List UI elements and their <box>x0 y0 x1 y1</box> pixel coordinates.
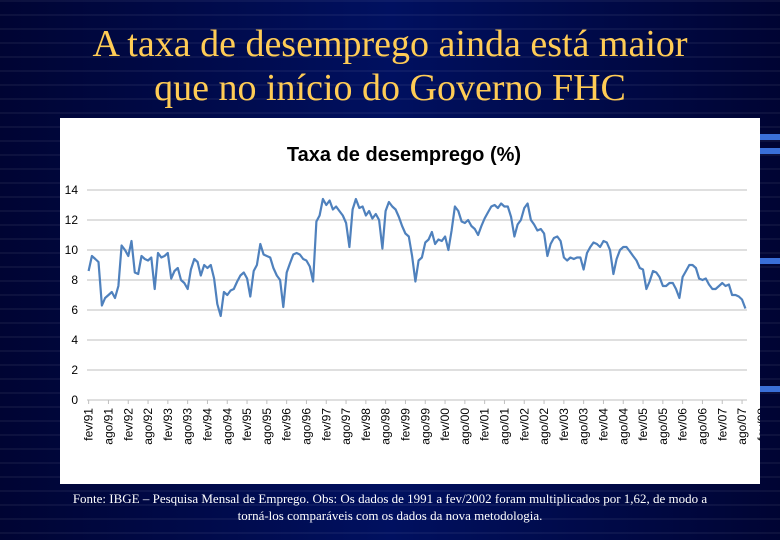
decor-stripe <box>750 386 780 392</box>
x-tick-label: ago/06 <box>695 408 709 445</box>
x-tick-label: fev/03 <box>557 408 571 441</box>
series-line <box>87 197 747 318</box>
x-tick-label: fev/01 <box>478 408 492 441</box>
x-tick-label: ago/93 <box>181 408 195 445</box>
source-footnote: Fonte: IBGE – Pesquisa Mensal de Emprego… <box>20 490 760 524</box>
x-tick-label: ago/99 <box>418 408 432 445</box>
x-tick-label: fev/99 <box>398 408 412 441</box>
x-tick-label: fev/02 <box>517 408 531 441</box>
x-tick-label: fev/95 <box>240 408 254 441</box>
x-tick-label: fev/94 <box>200 408 214 441</box>
x-tick-label: ago/94 <box>220 408 234 445</box>
chart-title: Taxa de desemprego (%) <box>287 144 521 166</box>
footnote-line1: Fonte: IBGE – Pesquisa Mensal de Emprego… <box>72 491 708 506</box>
x-tick-label: ago/03 <box>577 408 591 445</box>
y-tick-label: 4 <box>71 333 78 347</box>
x-tick-label: fev/04 <box>596 408 610 441</box>
x-tick-label: ago/95 <box>260 408 274 445</box>
x-tick-label: fev/97 <box>319 408 333 441</box>
x-tick-label: ago/00 <box>458 408 472 445</box>
x-tick-label: ago/96 <box>299 408 313 445</box>
y-tick-label: 0 <box>71 393 78 407</box>
x-tick-label: fev/00 <box>438 408 452 441</box>
chart-panel: Taxa de desemprego (%) 0 2 4 6 8 10 12 14 fev/91… <box>60 118 760 484</box>
x-tick-label: fev/93 <box>161 408 175 441</box>
x-tick-label: fev/98 <box>359 408 373 441</box>
slide-title-line1: A taxa de desemprego ainda está maior <box>92 23 688 65</box>
x-tick-label: ago/97 <box>339 408 353 445</box>
x-tick-label: fev/06 <box>676 408 690 441</box>
x-tick-label: fev/91 <box>82 408 96 441</box>
x-tick-label: fev/05 <box>636 408 650 441</box>
x-tick-label: ago/91 <box>101 408 115 445</box>
x-tick-label: ago/98 <box>379 408 393 445</box>
x-tick-label: ago/04 <box>616 408 630 445</box>
x-tick-label: fev/08 <box>755 408 760 441</box>
y-tick-label: 10 <box>65 243 79 257</box>
y-tick-label: 8 <box>71 273 78 287</box>
footnote-line2: torná-los comparáveis com os dados da no… <box>237 508 543 523</box>
y-tick-label: 12 <box>65 213 79 227</box>
x-tick-label: fev/07 <box>715 408 729 441</box>
x-tick-label: ago/07 <box>735 408 749 445</box>
decor-stripe <box>750 258 780 264</box>
decor-stripe <box>750 134 780 140</box>
decor-stripe <box>750 148 780 154</box>
y-tick-label: 2 <box>71 363 78 377</box>
slide-title: A taxa de desemprego ainda está maior qu… <box>0 22 780 110</box>
x-tick-label: ago/05 <box>656 408 670 445</box>
slide-title-line2: que no início do Governo FHC <box>154 67 626 109</box>
x-tick-label: fev/96 <box>280 408 294 441</box>
x-tick-label: ago/01 <box>497 408 511 445</box>
line-chart: Taxa de desemprego (%) 0 2 4 6 8 10 12 14 fev/91… <box>65 144 760 445</box>
x-tick-label: ago/02 <box>537 408 551 445</box>
x-tick-label: ago/92 <box>141 408 155 445</box>
y-tick-label: 14 <box>65 183 79 197</box>
x-tick-label: fev/92 <box>121 408 135 441</box>
y-tick-label: 6 <box>71 303 78 317</box>
